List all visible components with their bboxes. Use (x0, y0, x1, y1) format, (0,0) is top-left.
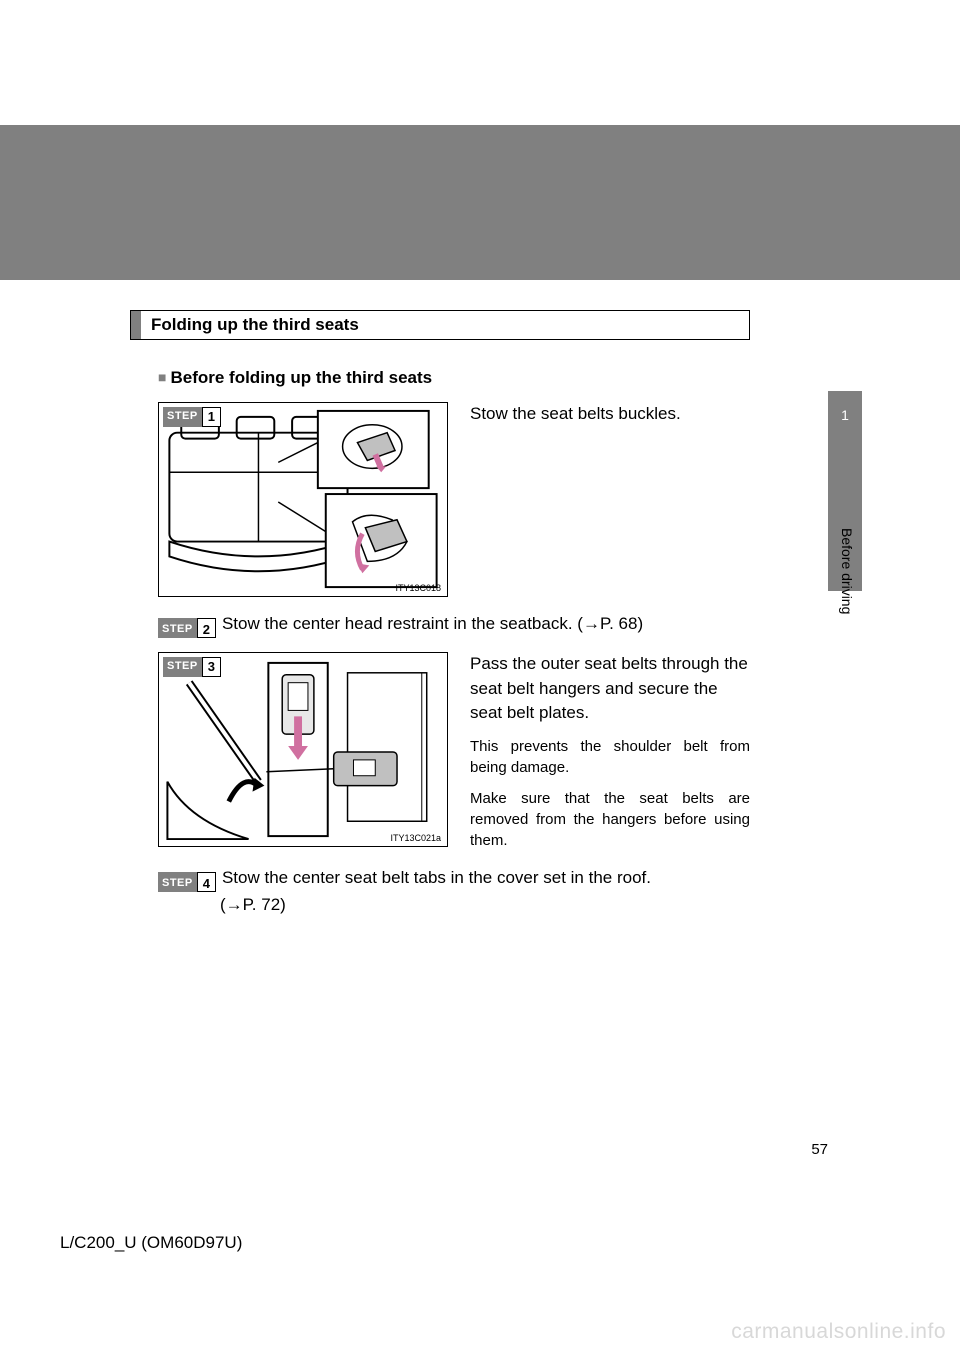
watermark: carmanualsonline.info (731, 1320, 946, 1344)
step-1-instruction: Stow the seat belts buckles. (470, 402, 750, 427)
step-4-page-ref: (→P. 72) (220, 892, 750, 918)
step-3-figure: STEP 3 ITY13C021a (158, 652, 448, 847)
section-heading: Folding up the third seats (130, 310, 750, 340)
step-3-note-2: Make sure that the seat belts are remove… (470, 788, 750, 851)
step-word: STEP (158, 618, 197, 638)
step-1-text: Stow the seat belts buckles. (470, 402, 750, 427)
page-number: 57 (811, 1141, 828, 1158)
content-area: Folding up the third seats ■Before foldi… (130, 310, 750, 931)
step-2-line: STEP 2 Stow the center head restraint in… (158, 611, 750, 638)
figure-id: ITY13C018 (395, 583, 441, 593)
section-heading-accent (131, 311, 141, 339)
step-3-text: Pass the outer seat belts through the se… (470, 652, 750, 851)
step-3-instruction: Pass the outer seat belts through the se… (470, 652, 750, 726)
step-word: STEP (158, 872, 197, 892)
step-number: 3 (202, 657, 221, 677)
step-4-line: STEP 4 Stow the center seat belt tabs in… (158, 865, 750, 918)
step-word: STEP (163, 407, 202, 427)
step-3-row: STEP 3 ITY13C021a Pass the outer seat be… (158, 652, 750, 851)
subsection-heading: ■Before folding up the third seats (158, 368, 750, 388)
seat-belt-hanger-illustration-icon (159, 653, 447, 846)
step-1-badge: STEP 1 (163, 407, 221, 427)
step-1-row: STEP 1 ITY13C018 Stow the seat belts buc… (158, 402, 750, 597)
side-tab-chapter-number: 1 (841, 407, 849, 423)
step-1-figure: STEP 1 ITY13C018 (158, 402, 448, 597)
section-heading-title: Folding up the third seats (141, 315, 359, 335)
manual-page: 1-3. Adjustable components (seats, mirro… (0, 0, 960, 1358)
header-band: 1-3. Adjustable components (seats, mirro… (0, 125, 960, 280)
step-3-badge: STEP 3 (163, 657, 221, 677)
side-tab-chapter-label: Before driving (839, 528, 855, 614)
seat-buckles-illustration-icon (159, 403, 447, 596)
step-2-instruction: Stow the center head restraint in the se… (222, 614, 643, 633)
step-2-badge: STEP 2 (158, 618, 216, 638)
square-bullet-icon: ■ (158, 369, 166, 385)
step-4-badge: STEP 4 (158, 872, 216, 892)
step-number: 2 (197, 618, 216, 638)
step-number: 4 (197, 872, 216, 892)
figure-id: ITY13C021a (390, 833, 441, 843)
step-word: STEP (163, 657, 202, 677)
footer-document-code: L/C200_U (OM60D97U) (60, 1233, 242, 1253)
step-4-instruction: Stow the center seat belt tabs in the co… (222, 868, 651, 887)
subsection-title: Before folding up the third seats (170, 368, 432, 387)
step-number: 1 (202, 407, 221, 427)
step-3-note-1: This prevents the shoulder belt from bei… (470, 736, 750, 778)
